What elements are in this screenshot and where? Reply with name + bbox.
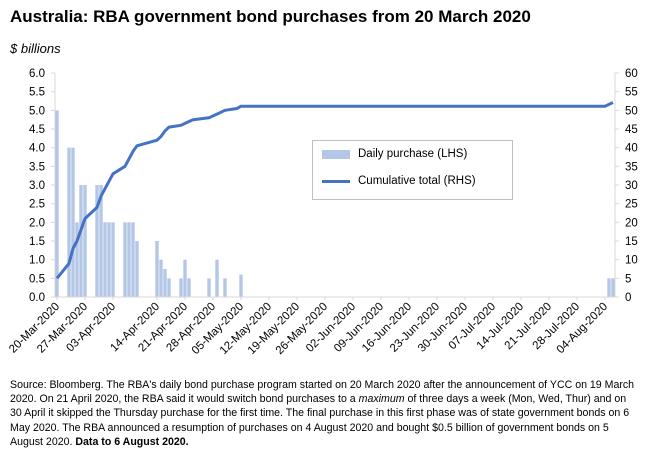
source-text-2: of three days a week (Mon, Wed, Thur) an… — [10, 393, 630, 448]
bar-daily-purchase — [167, 278, 171, 297]
left-tick-label: 5.5 — [29, 87, 45, 99]
left-tick-label: 3.0 — [29, 180, 45, 192]
legend-label-cumulative: Cumulative total (RHS) — [358, 175, 476, 187]
bar-daily-purchase — [155, 241, 159, 297]
right-tick-label: 25 — [625, 199, 638, 211]
right-tick-label: 40 — [625, 143, 638, 155]
legend-item-cumulative: Cumulative total (RHS) — [313, 175, 476, 187]
legend-swatch-line — [322, 179, 350, 183]
bar-daily-purchase — [79, 185, 83, 297]
bar-daily-purchase — [183, 259, 187, 297]
bar-daily-purchase — [159, 259, 163, 297]
source-text-emphasis: maximum — [358, 393, 405, 406]
bar-daily-purchase — [607, 278, 611, 297]
source-text-data-date: Data to 6 August 2020. — [75, 435, 189, 448]
left-tick-label: 1.0 — [29, 255, 45, 267]
right-tick-label: 60 — [625, 68, 638, 80]
bar-daily-purchase — [83, 185, 87, 297]
chart-svg: 0.0 0.5 1.0 1.5 2.0 2.5 3.0 3.5 4.0 4.5 5.0 5.5 6.0 0… — [7, 68, 638, 357]
legend-swatch-bar — [322, 149, 350, 159]
right-tick-label: 0 — [625, 292, 631, 304]
left-axis-unit-label: $ billions — [10, 41, 61, 56]
right-tick-label: 50 — [625, 105, 638, 117]
left-tick-label: 4.5 — [29, 124, 45, 136]
right-tick-label: 55 — [625, 87, 638, 99]
left-tick-label: 2.0 — [29, 217, 45, 229]
line-cumulative-total — [55, 101, 614, 280]
bar-daily-purchase — [215, 259, 219, 297]
legend-label-daily: Daily purchase (LHS) — [358, 148, 468, 160]
bar-daily-purchase — [95, 185, 99, 297]
left-tick-label: 3.5 — [29, 161, 45, 173]
right-tick-label: 30 — [625, 180, 638, 192]
bar-daily-purchase — [123, 222, 127, 297]
source-note: Source: Bloomberg. The RBA's daily bond … — [10, 378, 638, 449]
right-tick-label: 5 — [625, 273, 631, 285]
right-tick-label: 45 — [625, 124, 638, 136]
bar-daily-purchase — [187, 278, 191, 297]
source-text-1: Source: Bloomberg. The RBA's daily bond … — [10, 379, 635, 406]
bar-daily-purchase — [135, 241, 139, 297]
x-tick-label: 04-Aug-2020 — [555, 301, 611, 357]
bar-daily-purchase — [239, 274, 243, 297]
bar-daily-purchase — [163, 269, 167, 297]
bar-daily-purchase — [111, 222, 115, 297]
bar-daily-purchase — [55, 110, 59, 297]
right-tick-label: 35 — [625, 161, 638, 173]
right-tick-label: 20 — [625, 217, 638, 229]
left-tick-label: 1.5 — [29, 236, 45, 248]
left-tick-label: 0.5 — [29, 273, 45, 285]
bar-daily-purchase — [131, 222, 135, 297]
bar-daily-purchase — [179, 278, 183, 297]
bar-daily-purchase — [127, 222, 131, 297]
left-tick-label: 2.5 — [29, 199, 45, 211]
bar-daily-purchase — [99, 185, 103, 297]
bar-daily-purchase — [71, 147, 75, 297]
bar-daily-purchase — [207, 278, 211, 297]
left-tick-label: 0.0 — [29, 292, 45, 304]
bar-daily-purchase — [75, 222, 79, 297]
chart-legend: Daily purchase (LHS) Cumulative total (R… — [312, 140, 513, 200]
bar-daily-purchase — [223, 278, 227, 297]
left-tick-label: 6.0 — [29, 68, 45, 80]
bar-daily-purchase — [107, 222, 111, 297]
bar-daily-purchase — [67, 147, 71, 297]
right-tick-label: 15 — [625, 236, 638, 248]
left-tick-label: 4.0 — [29, 143, 45, 155]
chart-title: Australia: RBA government bond purchases… — [10, 7, 531, 26]
bar-daily-purchase — [611, 278, 615, 297]
legend-item-daily: Daily purchase (LHS) — [313, 148, 467, 160]
right-tick-label: 10 — [625, 255, 638, 267]
bar-daily-purchase — [103, 222, 107, 297]
left-tick-label: 5.0 — [29, 105, 45, 117]
